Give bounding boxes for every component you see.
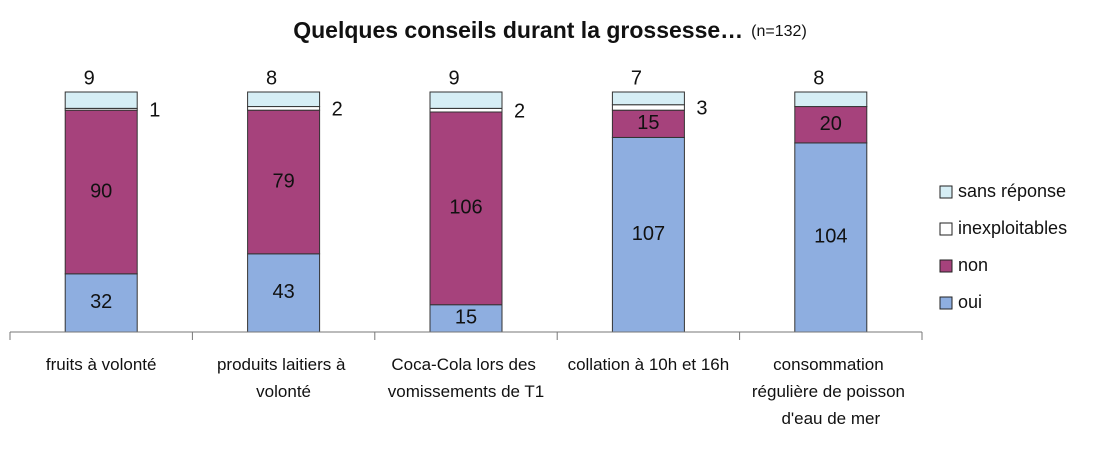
legend-swatch xyxy=(939,259,953,273)
x-tick-label-line: régulière de poisson xyxy=(752,382,910,401)
bar-segment xyxy=(611,91,685,106)
bar-segment xyxy=(794,142,868,333)
data-label: 106 xyxy=(449,197,482,219)
data-label: 1 xyxy=(149,100,160,122)
x-tick-label-line: produits laitiers à xyxy=(217,355,350,374)
bar-segment xyxy=(611,136,685,333)
data-label: 15 xyxy=(637,112,659,134)
legend-label: oui xyxy=(958,292,982,312)
x-tick-label: collation à 10h et 16h xyxy=(568,355,730,374)
data-label: 2 xyxy=(332,99,343,121)
legend-swatch xyxy=(939,296,953,310)
data-label: 20 xyxy=(820,113,842,135)
bar-segment xyxy=(64,91,138,109)
chart-title: Quelques conseils durant la grossesse… xyxy=(293,17,743,43)
x-tick-label: consommation régulière de poisson d'eau … xyxy=(752,355,910,428)
x-tick-label-line: Coca-Cola lors des xyxy=(391,355,540,374)
data-label: 104 xyxy=(814,226,847,248)
chart-title-group: Quelques conseils durant la grossesse… (n… xyxy=(293,17,807,43)
legend-swatch xyxy=(939,185,953,199)
data-label: 32 xyxy=(90,291,112,313)
x-tick-label-line: volonté xyxy=(256,382,311,401)
data-label: 79 xyxy=(272,170,294,192)
x-tick-label-line: fruits à volonté xyxy=(46,355,157,374)
bar-segment xyxy=(794,91,868,108)
bar-segment xyxy=(794,106,868,144)
data-label: 7 xyxy=(631,67,642,89)
bar-segment xyxy=(429,107,503,113)
bar-segment xyxy=(611,109,685,138)
x-tick-label-line: consommation xyxy=(773,355,888,374)
data-label: 2 xyxy=(514,100,525,122)
legend-label: inexploitables xyxy=(958,218,1067,238)
x-tick-label-line: d'eau de mer xyxy=(781,409,880,428)
bar-segment xyxy=(64,273,138,333)
data-label: 3 xyxy=(696,98,707,120)
legend-label: non xyxy=(958,255,988,275)
x-tick-label-line: vomissements de T1 xyxy=(388,382,545,401)
bar-segment xyxy=(247,106,321,111)
bar-segment xyxy=(247,109,321,255)
bar-segment xyxy=(64,109,138,275)
bar-segment xyxy=(247,253,321,333)
data-label: 107 xyxy=(632,223,665,245)
data-label: 8 xyxy=(813,67,824,89)
data-label: 9 xyxy=(448,67,459,89)
x-tick-label-line: collation à 10h et 16h xyxy=(568,355,730,374)
x-tick-label: fruits à volonté xyxy=(46,355,157,374)
bar-segment xyxy=(611,104,685,111)
data-label: 15 xyxy=(455,307,477,329)
bar-segment xyxy=(429,111,503,306)
legend-swatch xyxy=(939,222,953,236)
data-label: 90 xyxy=(90,180,112,202)
chart-subtitle: (n=132) xyxy=(751,23,807,40)
x-tick-label: Coca-Cola lors des vomissements de T1 xyxy=(388,355,545,401)
legend-label: sans réponse xyxy=(958,181,1066,201)
data-label: 43 xyxy=(272,281,294,303)
data-label: 9 xyxy=(84,67,95,89)
x-tick-label: produits laitiers à volonté xyxy=(217,355,350,401)
bar-segment xyxy=(247,91,321,108)
bar-segment xyxy=(429,91,503,109)
data-label: 8 xyxy=(266,67,277,89)
